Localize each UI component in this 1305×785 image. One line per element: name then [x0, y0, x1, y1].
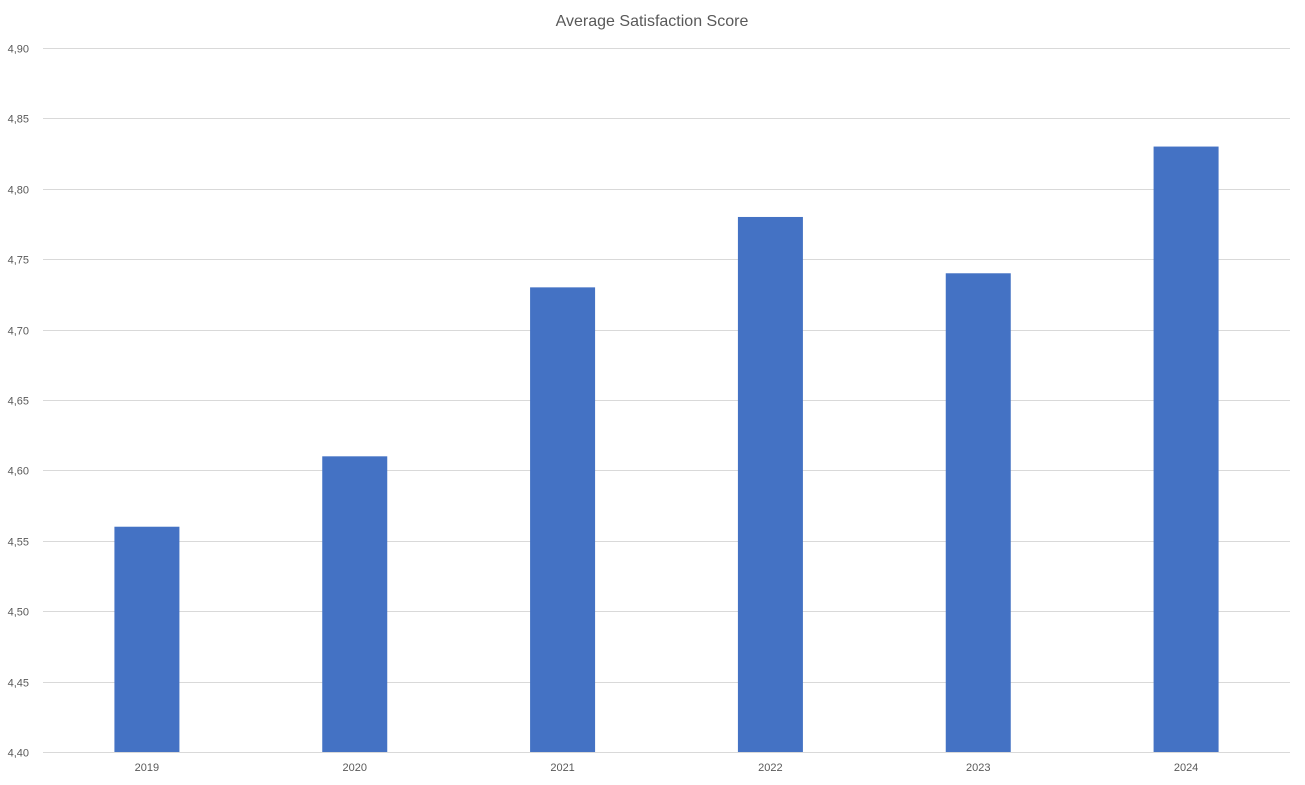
y-tick-label: 4,75	[8, 255, 29, 267]
y-tick-label: 4,55	[8, 537, 29, 549]
bar-2021	[530, 287, 596, 752]
bars	[114, 146, 1219, 752]
y-tick-label: 4,40	[8, 748, 29, 760]
bar-2024	[1153, 146, 1219, 752]
y-axis-tick-labels: 4,40 4,45 4,50 4,55 4,60 4,65 4,70 4,75 4,80 4,85…	[8, 44, 29, 760]
y-tick-label: 4,85	[8, 114, 29, 126]
bar-2022	[737, 216, 803, 752]
x-tick-label: 2024	[1174, 762, 1198, 774]
y-tick-label: 4,65	[8, 396, 29, 408]
x-tick-label: 2019	[135, 762, 159, 774]
y-tick-label: 4,90	[8, 44, 29, 56]
x-tick-label: 2020	[343, 762, 367, 774]
x-tick-label: 2023	[966, 762, 990, 774]
x-tick-label: 2021	[550, 762, 574, 774]
chart-title: Average Satisfaction Score	[556, 13, 749, 30]
gridlines	[43, 48, 1290, 753]
y-tick-label: 4,50	[8, 607, 29, 619]
y-tick-label: 4,70	[8, 326, 29, 338]
x-tick-label: 2022	[758, 762, 782, 774]
bar-2023	[945, 273, 1011, 752]
bar-2020	[322, 456, 388, 752]
x-axis-tick-labels: 2019 2020 2021 2022 2023 2024	[135, 762, 1199, 774]
y-tick-label: 4,60	[8, 466, 29, 478]
y-tick-label: 4,45	[8, 678, 29, 690]
bar-2019	[114, 526, 180, 752]
y-tick-label: 4,80	[8, 185, 29, 197]
